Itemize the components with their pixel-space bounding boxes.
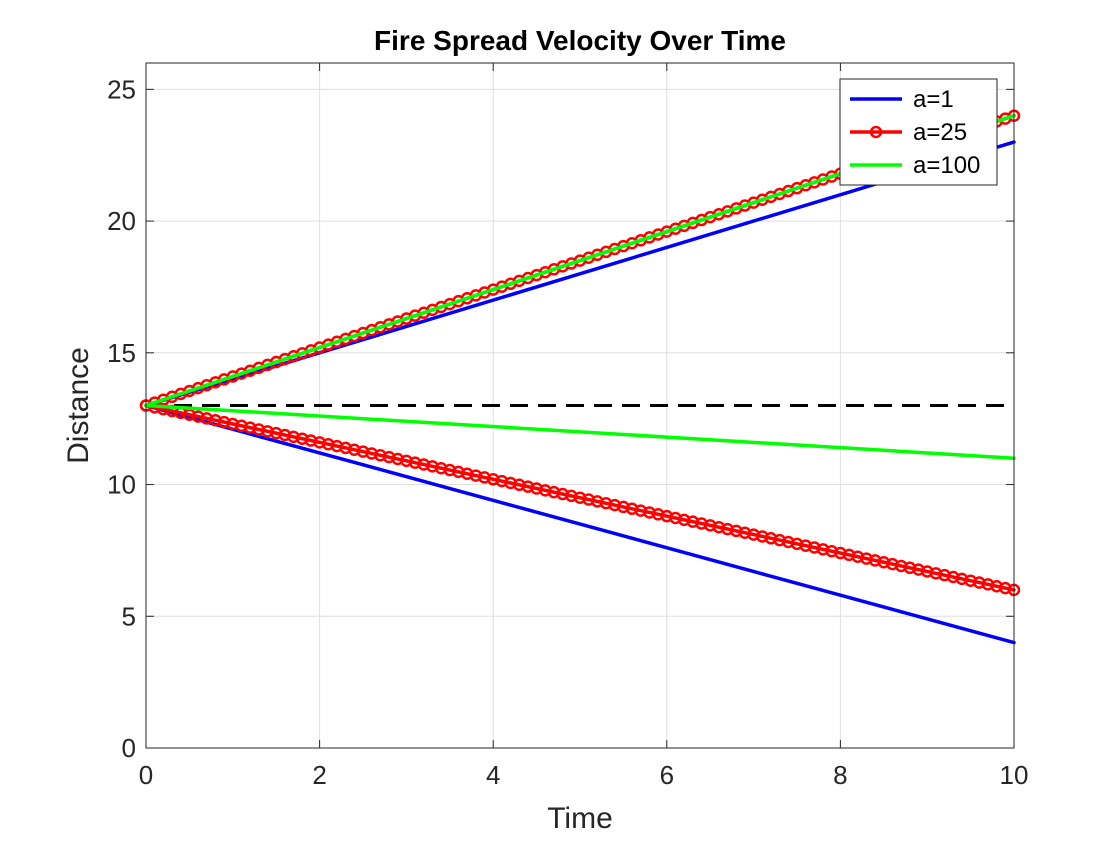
legend-marker — [869, 125, 883, 139]
y-tick-label: 0 — [122, 733, 136, 763]
legend: a=1 a=25 a=100 — [839, 78, 998, 186]
x-tick-label: 4 — [486, 760, 500, 790]
legend-label: a=100 — [913, 152, 980, 179]
legend-item-a=1: a=1 — [850, 86, 954, 113]
legend-label: a=25 — [913, 119, 967, 146]
legend-label: a=1 — [913, 86, 954, 113]
y-tick-label: 25 — [107, 74, 136, 104]
legend-item-a=100: a=100 — [850, 152, 980, 179]
y-tick-label: 20 — [107, 206, 136, 236]
y-tick-label: 10 — [107, 470, 136, 500]
y-axis-label: Distance — [62, 347, 95, 464]
x-tick-label: 2 — [312, 760, 326, 790]
legend-item-a=25: a=25 — [850, 119, 967, 146]
chart-title: Fire Spread Velocity Over Time — [374, 25, 786, 56]
x-tick-label: 10 — [1000, 760, 1029, 790]
y-tick-label: 5 — [122, 601, 136, 631]
x-tick-label: 6 — [660, 760, 674, 790]
y-tick-label: 15 — [107, 338, 136, 368]
series-line — [144, 403, 1016, 460]
x-tick-label: 8 — [833, 760, 847, 790]
ticks: 0 2 4 6 8 10 0 5 10 15 20 25 — [107, 63, 1028, 790]
axes-box — [145, 62, 1015, 749]
x-axis-label: Time — [547, 802, 613, 835]
series-line — [144, 403, 1016, 645]
x-tick-label: 0 — [139, 760, 153, 790]
